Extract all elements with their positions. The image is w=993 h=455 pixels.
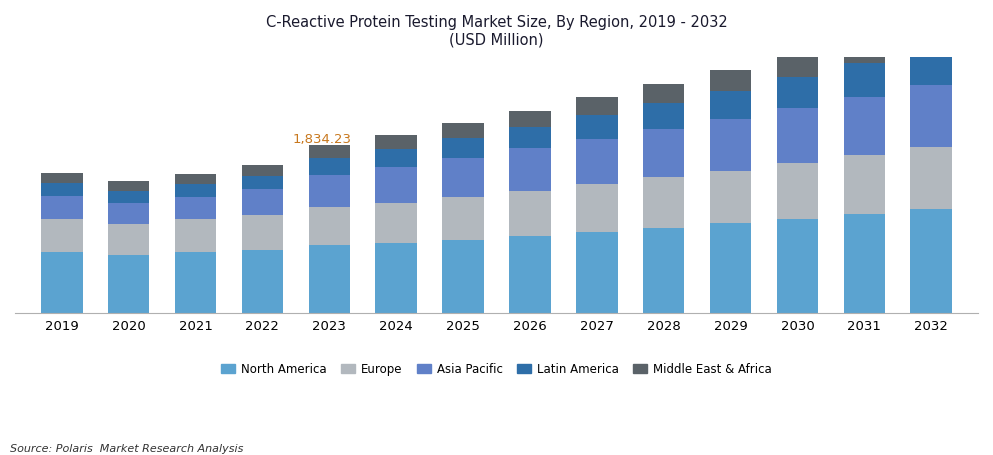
- Text: Source: Polaris  Market Research Analysis: Source: Polaris Market Research Analysis: [10, 443, 243, 453]
- Bar: [911, 209, 952, 313]
- Bar: [375, 150, 417, 168]
- Bar: [710, 224, 752, 313]
- Bar: [108, 256, 149, 313]
- Bar: [241, 250, 283, 313]
- Bar: [642, 85, 684, 104]
- Text: 1,834.23: 1,834.23: [293, 133, 352, 146]
- Bar: [844, 214, 885, 313]
- Bar: [309, 207, 351, 246]
- Bar: [642, 104, 684, 130]
- Bar: [642, 130, 684, 178]
- Bar: [777, 109, 818, 163]
- Bar: [710, 92, 752, 120]
- Bar: [108, 192, 149, 203]
- Bar: [241, 177, 283, 190]
- Bar: [576, 116, 618, 139]
- Bar: [777, 78, 818, 109]
- Bar: [710, 171, 752, 224]
- Bar: [375, 243, 417, 313]
- Bar: [175, 185, 216, 197]
- Bar: [442, 124, 484, 139]
- Bar: [375, 203, 417, 243]
- Bar: [108, 203, 149, 224]
- Bar: [509, 149, 551, 192]
- Bar: [442, 197, 484, 240]
- Bar: [576, 98, 618, 116]
- Bar: [375, 136, 417, 150]
- Bar: [844, 40, 885, 64]
- Bar: [844, 64, 885, 97]
- Bar: [911, 24, 952, 50]
- Bar: [41, 219, 82, 253]
- Bar: [175, 220, 216, 253]
- Bar: [309, 146, 351, 159]
- Bar: [509, 192, 551, 237]
- Bar: [509, 237, 551, 313]
- Bar: [175, 174, 216, 185]
- Bar: [108, 182, 149, 192]
- Bar: [710, 120, 752, 171]
- Legend: North America, Europe, Asia Pacific, Latin America, Middle East & Africa: North America, Europe, Asia Pacific, Lat…: [216, 358, 777, 380]
- Bar: [41, 184, 82, 197]
- Bar: [175, 253, 216, 313]
- Bar: [911, 50, 952, 86]
- Bar: [41, 253, 82, 313]
- Bar: [509, 111, 551, 128]
- Bar: [442, 158, 484, 197]
- Bar: [576, 184, 618, 233]
- Bar: [241, 165, 283, 177]
- Bar: [777, 163, 818, 219]
- Bar: [777, 56, 818, 78]
- Bar: [41, 174, 82, 184]
- Bar: [844, 97, 885, 156]
- Bar: [911, 147, 952, 209]
- Bar: [642, 178, 684, 228]
- Bar: [41, 197, 82, 219]
- Bar: [777, 219, 818, 313]
- Bar: [442, 240, 484, 313]
- Bar: [844, 156, 885, 214]
- Bar: [509, 128, 551, 149]
- Bar: [241, 215, 283, 250]
- Bar: [375, 168, 417, 203]
- Bar: [309, 159, 351, 175]
- Bar: [576, 233, 618, 313]
- Bar: [241, 190, 283, 215]
- Bar: [642, 228, 684, 313]
- Bar: [911, 86, 952, 147]
- Bar: [108, 224, 149, 256]
- Bar: [175, 197, 216, 220]
- Bar: [576, 139, 618, 184]
- Bar: [442, 139, 484, 158]
- Title: C-Reactive Protein Testing Market Size, By Region, 2019 - 2032
(USD Million): C-Reactive Protein Testing Market Size, …: [265, 15, 728, 47]
- Bar: [309, 246, 351, 313]
- Bar: [710, 71, 752, 92]
- Bar: [309, 175, 351, 207]
